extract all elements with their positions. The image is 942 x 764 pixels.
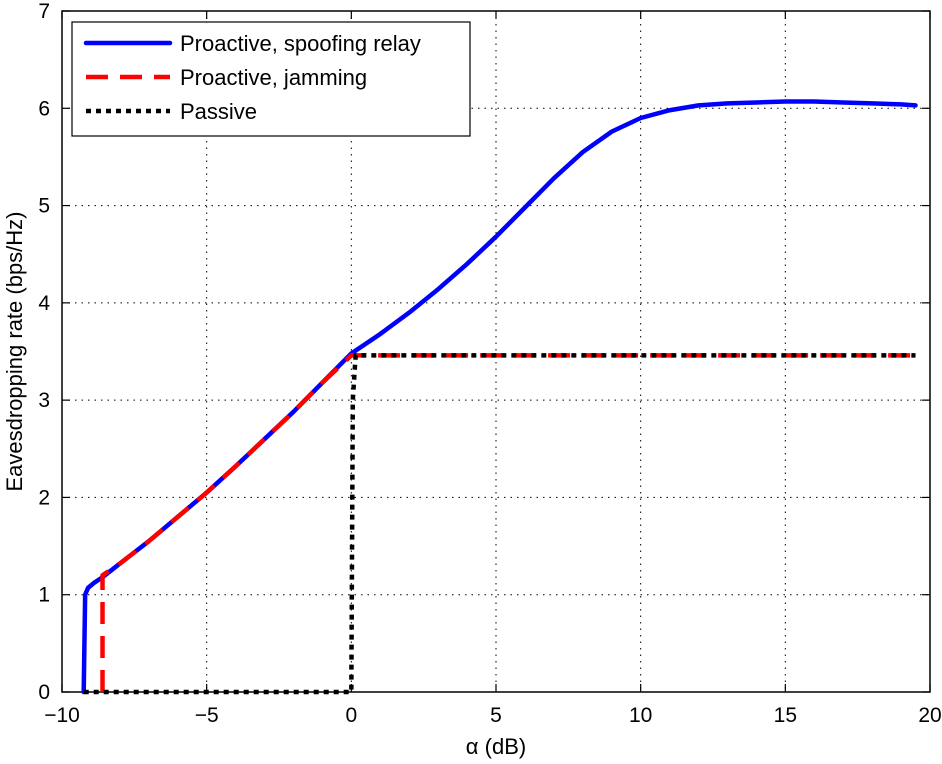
y-tick-label: 7 bbox=[38, 0, 50, 23]
legend-label-1: Proactive, jamming bbox=[180, 65, 367, 90]
legend-label-0: Proactive, spoofing relay bbox=[180, 31, 421, 56]
series-line-0 bbox=[81, 99, 918, 695]
x-tick-label: 15 bbox=[774, 704, 797, 727]
y-tick-label: 2 bbox=[38, 486, 50, 509]
series-layer bbox=[81, 99, 918, 695]
series-line-2 bbox=[83, 353, 916, 695]
series-line-1 bbox=[100, 353, 916, 692]
x-tick-label: 10 bbox=[629, 704, 652, 727]
axis-ticks: −10 −5 0 5 10 15 20 0 1 2 3 4 5 6 7 bbox=[38, 0, 941, 727]
y-tick-label: 1 bbox=[38, 584, 50, 607]
x-axis-label: α (dB) bbox=[466, 734, 526, 759]
x-tick-label: −10 bbox=[44, 704, 80, 727]
y-tick-label: 3 bbox=[38, 389, 50, 412]
legend-label-2: Passive bbox=[180, 99, 257, 124]
y-tick-label: 5 bbox=[38, 195, 50, 218]
y-tick-label: 4 bbox=[38, 292, 50, 315]
legend: Proactive, spoofing relay Proactive, jamm… bbox=[71, 21, 471, 137]
x-tick-label: 20 bbox=[918, 704, 941, 727]
y-tick-label: 6 bbox=[38, 97, 50, 120]
x-tick-label: −5 bbox=[195, 704, 219, 727]
x-tick-label: 5 bbox=[490, 704, 502, 727]
x-tick-label: 0 bbox=[345, 704, 357, 727]
y-tick-label: 0 bbox=[38, 681, 50, 704]
y-axis-label: Eavesdropping rate (bps/Hz) bbox=[2, 211, 27, 491]
